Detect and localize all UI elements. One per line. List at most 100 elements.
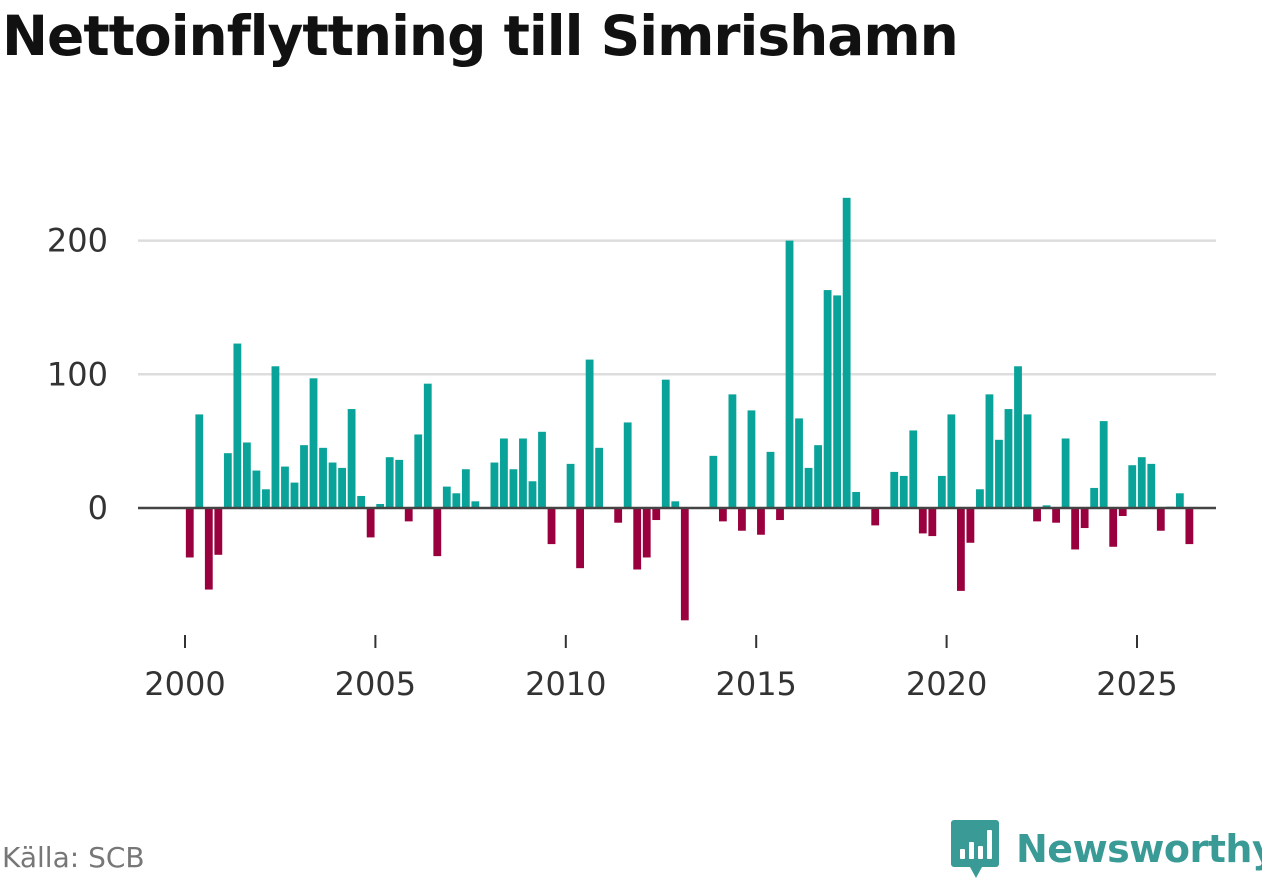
bars-group bbox=[185, 197, 1194, 621]
bar-78 bbox=[928, 508, 937, 537]
bar-91 bbox=[1052, 508, 1060, 523]
bar-101 bbox=[1147, 463, 1156, 508]
brand-logo[interactable]: Newsworthy bbox=[950, 818, 1262, 880]
bar-32 bbox=[490, 462, 499, 508]
bar-85 bbox=[995, 439, 1003, 508]
bar-84 bbox=[985, 394, 994, 508]
bar-24 bbox=[414, 434, 423, 508]
bar-83 bbox=[976, 489, 984, 508]
axes-group: 0 100 200 2000 2005 2010 2015 2020 2025 bbox=[47, 222, 1216, 703]
bar-82 bbox=[966, 508, 975, 543]
bar-56 bbox=[718, 508, 727, 522]
bar-41 bbox=[576, 508, 584, 569]
grid-lines bbox=[138, 239, 1216, 376]
bar-8 bbox=[262, 489, 270, 508]
bar-68 bbox=[833, 295, 842, 508]
bar-75 bbox=[899, 475, 908, 508]
bar-99 bbox=[1128, 465, 1137, 508]
bar-46 bbox=[623, 422, 632, 508]
bar-93 bbox=[1071, 508, 1080, 550]
bar-25 bbox=[423, 383, 432, 508]
bar-11 bbox=[290, 482, 299, 508]
bar-14 bbox=[319, 447, 327, 508]
bar-55 bbox=[709, 455, 718, 508]
x-tick-label-2025: 2025 bbox=[1096, 665, 1177, 703]
bar-49 bbox=[652, 508, 661, 521]
bar-20 bbox=[376, 503, 385, 508]
bar-79 bbox=[937, 475, 946, 508]
bar-5 bbox=[233, 343, 242, 508]
bar-100 bbox=[1137, 457, 1146, 508]
bar-102 bbox=[1156, 508, 1165, 531]
bar-80 bbox=[947, 414, 956, 508]
bar-50 bbox=[661, 379, 670, 508]
bar-97 bbox=[1109, 508, 1118, 547]
bar-43 bbox=[595, 447, 604, 508]
bar-59 bbox=[747, 410, 756, 508]
bar-60 bbox=[757, 508, 765, 535]
bar-70 bbox=[852, 491, 861, 508]
y-tick-label-100: 100 bbox=[47, 355, 108, 393]
bar-26 bbox=[433, 508, 442, 557]
bar-12 bbox=[300, 445, 308, 508]
bar-51 bbox=[671, 501, 680, 508]
bar-7 bbox=[252, 470, 261, 508]
bar-37 bbox=[538, 431, 546, 508]
bar-63 bbox=[785, 240, 794, 508]
bar-3 bbox=[214, 508, 223, 555]
bar-81 bbox=[956, 508, 965, 591]
bar-38 bbox=[547, 508, 556, 545]
x-tick-label-2000: 2000 bbox=[144, 665, 225, 703]
x-tick-label-2005: 2005 bbox=[335, 665, 416, 703]
bar-30 bbox=[471, 501, 480, 508]
bar-33 bbox=[500, 438, 508, 508]
bar-66 bbox=[814, 445, 822, 508]
bar-64 bbox=[795, 418, 803, 508]
bar-28 bbox=[452, 493, 461, 508]
bar-40 bbox=[566, 463, 575, 508]
bar-52 bbox=[680, 508, 689, 621]
bar-0 bbox=[185, 508, 194, 558]
bar-76 bbox=[909, 430, 918, 508]
bar-22 bbox=[395, 459, 404, 508]
bar-13 bbox=[309, 378, 318, 508]
bar-27 bbox=[442, 486, 451, 508]
bar-88 bbox=[1023, 414, 1032, 508]
bar-16 bbox=[338, 467, 346, 508]
bar-95 bbox=[1090, 487, 1099, 508]
bar-74 bbox=[890, 471, 899, 508]
bar-23 bbox=[404, 508, 413, 522]
bar-96 bbox=[1099, 421, 1108, 509]
bar-9 bbox=[271, 366, 280, 508]
bar-58 bbox=[738, 508, 746, 531]
bar-67 bbox=[823, 290, 832, 508]
bar-34 bbox=[509, 469, 518, 508]
chart-title: Nettoinflyttning till Simrishamn bbox=[2, 4, 959, 68]
bar-18 bbox=[357, 495, 366, 508]
bar-94 bbox=[1080, 508, 1089, 529]
bar-89 bbox=[1033, 508, 1041, 522]
bar-4 bbox=[223, 453, 232, 508]
bar-65 bbox=[804, 467, 813, 508]
bar-90 bbox=[1042, 505, 1051, 508]
bar-57 bbox=[728, 394, 737, 508]
bar-86 bbox=[1004, 409, 1013, 508]
bar-92 bbox=[1061, 438, 1070, 508]
x-tick-label-2020: 2020 bbox=[906, 665, 987, 703]
bar-29 bbox=[461, 469, 470, 508]
source-label: Källa: SCB bbox=[2, 841, 145, 874]
bar-104 bbox=[1175, 493, 1184, 508]
bar-2 bbox=[204, 508, 213, 590]
newsworthy-logo-icon bbox=[951, 820, 999, 878]
bar-45 bbox=[614, 508, 623, 523]
bar-87 bbox=[1014, 366, 1022, 508]
bar-61 bbox=[766, 451, 775, 508]
bar-47 bbox=[633, 508, 642, 570]
y-tick-label-200: 200 bbox=[47, 222, 108, 260]
bar-69 bbox=[842, 197, 851, 508]
x-tick-label-2015: 2015 bbox=[715, 665, 796, 703]
bar-36 bbox=[528, 481, 537, 508]
bar-62 bbox=[776, 508, 784, 521]
bar-6 bbox=[242, 442, 251, 508]
